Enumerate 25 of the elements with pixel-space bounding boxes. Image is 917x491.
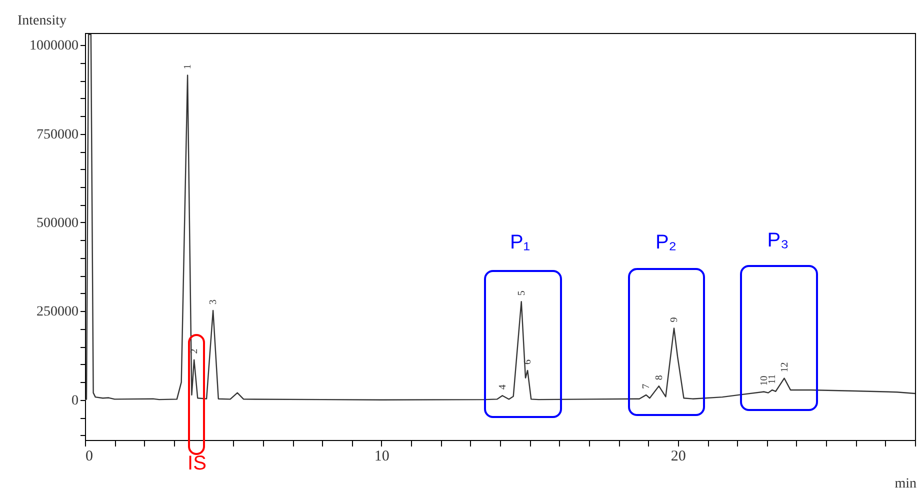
y-tick-label: 0: [72, 393, 78, 408]
annotation: 5: [516, 290, 528, 296]
y-axis-title: Intensity: [18, 14, 66, 28]
annotation: 3: [208, 299, 220, 304]
x-axis-title: min: [894, 476, 916, 491]
x-tick-label: 20: [670, 448, 686, 464]
line-series: [85, 34, 915, 401]
annotation: P₂: [655, 232, 677, 254]
y-tick-label: 500000: [36, 216, 78, 231]
y-tick-label: 1000000: [30, 38, 78, 54]
annotation: 11: [767, 374, 778, 384]
x-tick-label: 10: [374, 448, 390, 464]
annotation: 1: [182, 64, 194, 70]
annotation: 4: [497, 384, 508, 390]
annotation: 8: [654, 375, 665, 380]
annotation: 7: [641, 384, 652, 389]
text: IS: [188, 452, 206, 476]
annotation: P₃: [767, 230, 789, 252]
annotation: 9: [669, 317, 680, 322]
annotation: 12: [779, 362, 790, 372]
annotation: P₁: [510, 232, 530, 254]
y-tick-label: 750000: [36, 127, 78, 142]
x-tick-label: 0: [86, 448, 93, 464]
y-tick-label: 250000: [36, 304, 78, 320]
annotation: 10: [758, 376, 770, 386]
